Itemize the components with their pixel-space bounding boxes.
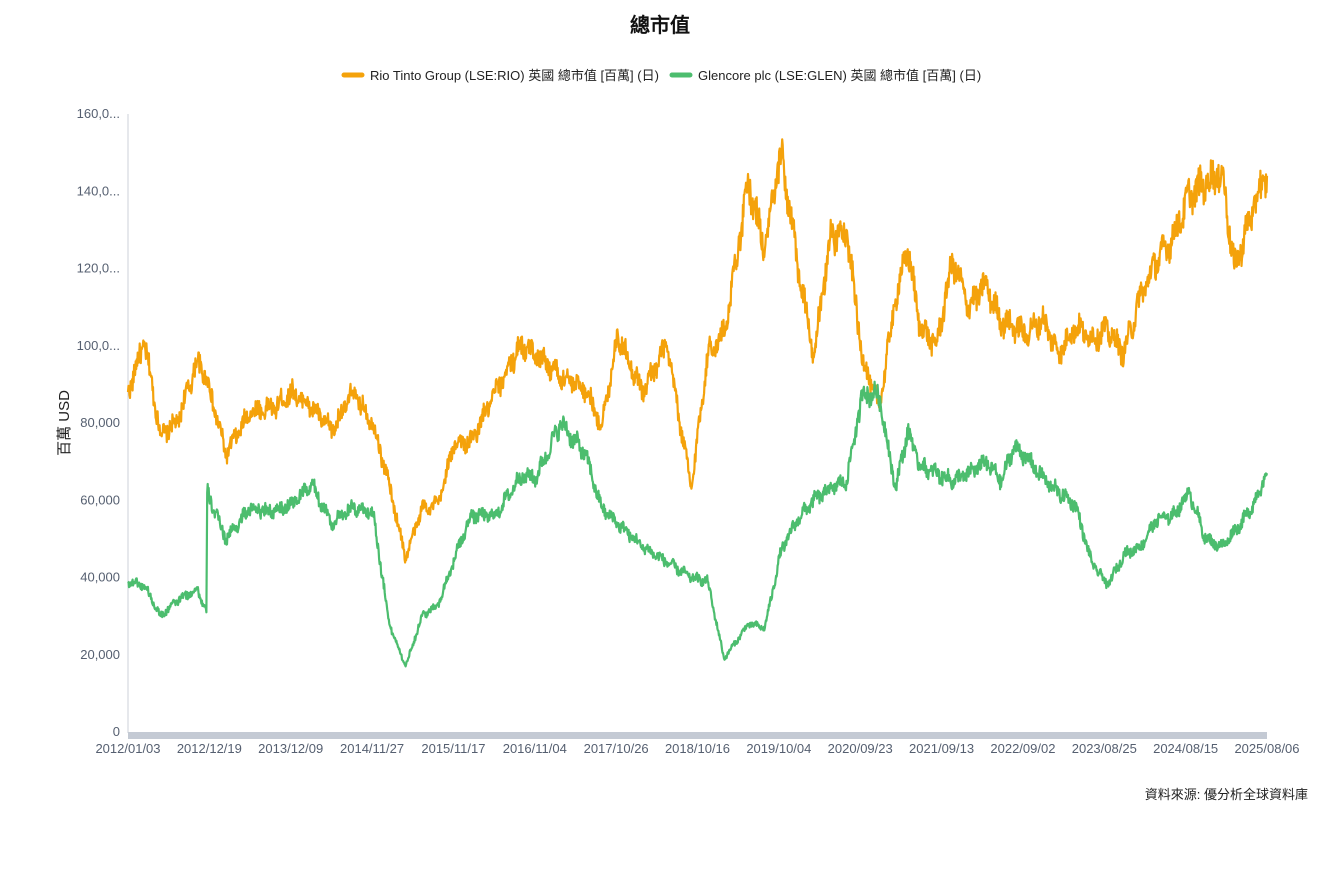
series-line-glencore[interactable]	[127, 380, 1269, 668]
x-tick-label: 2023/08/25	[1072, 741, 1137, 756]
y-tick-label: 20,000	[80, 647, 120, 662]
y-tick-label: 140,0...	[77, 183, 120, 198]
y-axis-title: 百萬 USD	[56, 390, 73, 456]
y-tick-label: 100,0...	[77, 338, 120, 353]
x-tick-label: 2020/09/23	[828, 741, 893, 756]
y-tick-label: 40,000	[80, 570, 120, 585]
x-axis-bar	[128, 732, 1267, 739]
x-tick-label: 2017/10/26	[584, 741, 649, 756]
x-tick-label: 2024/08/15	[1153, 741, 1218, 756]
legend-label-rio[interactable]: Rio Tinto Group (LSE:RIO) 英國 總市值 [百萬] (日…	[370, 68, 659, 83]
chart-title: 總市值	[630, 13, 690, 37]
y-tick-label: 0	[113, 724, 120, 739]
x-ticks: 2012/01/03 2012/12/19 2013/12/09 2014/11/27…	[95, 741, 1299, 756]
legend[interactable]: Rio Tinto Group (LSE:RIO) 英國 總市值 [百萬] (日…	[341, 68, 981, 83]
x-tick-label: 2021/09/13	[909, 741, 974, 756]
x-tick-label: 2025/08/06	[1234, 741, 1299, 756]
legend-label-glen[interactable]: Glencore plc (LSE:GLEN) 英國 總市值 [百萬] (日)	[698, 68, 981, 83]
x-tick-label: 2013/12/09	[258, 741, 323, 756]
y-tick-label: 120,0...	[77, 261, 120, 276]
x-tick-label: 2019/10/04	[746, 741, 811, 756]
x-tick-label: 2016/11/04	[503, 741, 567, 756]
x-tick-label: 2014/11/27	[340, 741, 404, 756]
series-lines	[126, 138, 1269, 668]
y-tick-label: 160,0...	[77, 106, 120, 121]
data-source: 資料來源: 優分析全球資料庫	[1145, 787, 1308, 802]
y-tick-label: 60,000	[80, 492, 120, 507]
x-tick-label: 2022/09/02	[990, 741, 1055, 756]
x-tick-label: 2015/11/17	[421, 741, 485, 756]
y-tick-label: 80,000	[80, 415, 120, 430]
x-tick-label: 2012/12/19	[177, 741, 242, 756]
x-tick-label: 2018/10/16	[665, 741, 730, 756]
series-line-rio-tinto[interactable]	[126, 138, 1269, 564]
x-tick-label: 2012/01/03	[95, 741, 160, 756]
y-ticks: 0 20,000 40,000 60,000 80,000 100,0... 120,0..…	[77, 106, 120, 739]
